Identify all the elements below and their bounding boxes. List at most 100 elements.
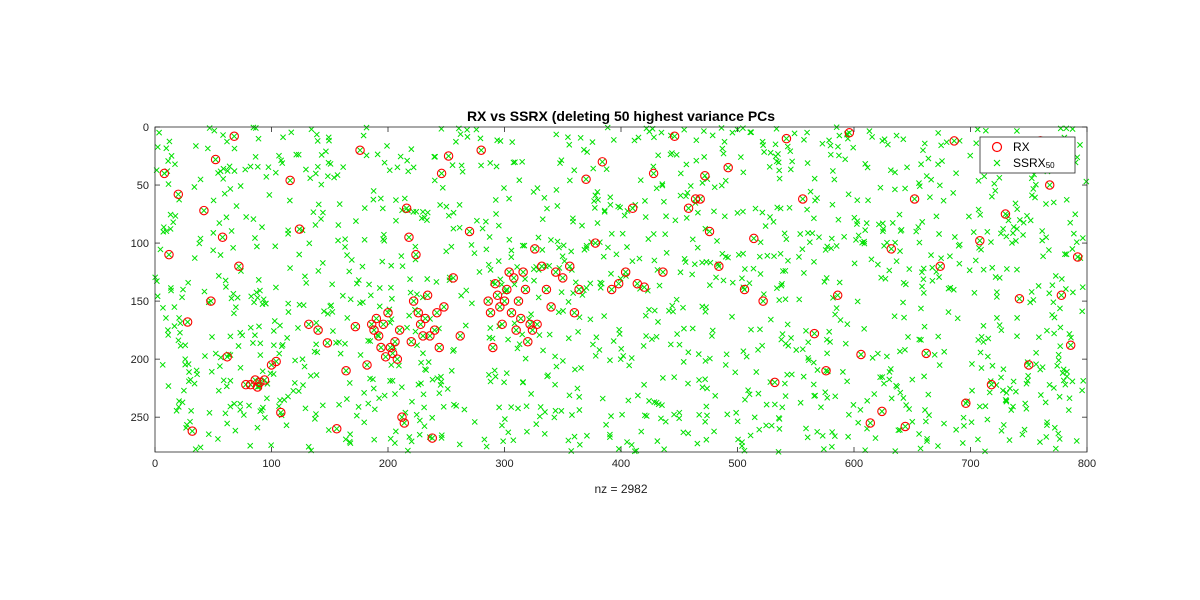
ssrx-point (177, 320, 184, 327)
rx-point (350, 321, 361, 332)
rx-point (513, 296, 524, 306)
ssrx-point (1061, 251, 1068, 258)
ssrx-point (648, 336, 655, 343)
ssrx-point (596, 346, 603, 353)
ssrx-point (804, 129, 811, 136)
ssrx-point (803, 327, 809, 334)
ssrx-point (156, 129, 163, 136)
ssrx-point (319, 209, 326, 216)
ssrx-point (363, 152, 370, 159)
ssrx-point (1003, 389, 1010, 396)
ssrx-point (182, 361, 189, 368)
ssrx-point (510, 274, 517, 281)
ssrx-point (201, 353, 208, 359)
ssrx-point (653, 333, 660, 340)
ssrx-point (1062, 381, 1069, 388)
rx-point (639, 282, 650, 292)
ssrx-point (900, 395, 907, 401)
ssrx-point (421, 214, 428, 221)
ssrx-point (714, 238, 720, 244)
axes-background (155, 127, 1087, 452)
rx-point (935, 261, 945, 272)
rx-point (199, 205, 209, 216)
ssrx-point (980, 322, 987, 329)
ssrx-point (757, 239, 764, 246)
chart-title: RX vs SSRX (deleting 50 highest variance… (467, 108, 775, 124)
ssrx-point (291, 379, 298, 386)
ssrx-point (950, 189, 957, 196)
ssrx-point (376, 285, 383, 291)
rx-point (355, 145, 365, 155)
ssrx-point (702, 418, 709, 425)
ssrx-point (357, 352, 364, 358)
ssrx-point (729, 279, 736, 286)
ssrx-point (237, 406, 244, 413)
ssrx-point (874, 350, 881, 357)
ssrx-point (919, 283, 925, 290)
ssrx-point (537, 404, 544, 410)
ssrx-point (710, 208, 717, 215)
ssrx-point (223, 214, 230, 221)
rx-point (504, 267, 514, 277)
ssrx-point (578, 364, 584, 371)
ssrx-point (800, 270, 807, 276)
ssrx-point (458, 162, 465, 169)
ssrx-point (608, 286, 615, 293)
plot-area (155, 127, 1087, 452)
ssrx-point (991, 180, 998, 187)
ssrx-point (624, 439, 630, 445)
ssrx-point (921, 140, 928, 147)
ssrx-point (431, 327, 438, 334)
rx-point (294, 224, 305, 234)
ssrx-point (280, 134, 286, 141)
ssrx-point (751, 414, 758, 421)
ssrx-point (416, 431, 423, 438)
ssrx-point (1037, 439, 1043, 446)
ssrx-point (1054, 362, 1061, 369)
ssrx-point (806, 239, 813, 246)
ssrx-point (576, 441, 583, 448)
ssrx-point (444, 385, 451, 392)
ssrx-point (420, 391, 427, 398)
ssrx-point (535, 234, 542, 241)
ssrx-point (855, 419, 862, 426)
ssrx-point (757, 270, 764, 277)
ssrx-point (279, 341, 286, 348)
ssrx-point (997, 230, 1004, 237)
ssrx-point (659, 269, 666, 276)
ssrx-point (673, 151, 680, 158)
ssrx-point (859, 239, 866, 246)
ssrx-point (810, 215, 817, 222)
ssrx-point (650, 230, 657, 237)
ssrx-point (589, 139, 596, 146)
ssrx-point (629, 258, 636, 265)
ssrx-point (251, 235, 258, 241)
ssrx-point (977, 211, 984, 218)
ssrx-point (694, 209, 701, 216)
rx-point (250, 375, 260, 385)
ssrx-point (216, 220, 223, 226)
ssrx-point (685, 380, 691, 387)
ssrx-point (656, 282, 663, 289)
ssrx-point (982, 403, 989, 410)
rx-point (429, 325, 440, 335)
rx-point (362, 360, 372, 370)
ssrx-point (227, 403, 234, 410)
ssrx-point (797, 399, 804, 406)
ssrx-point (208, 368, 215, 375)
x-tick-label: 0 (152, 458, 158, 470)
ssrx-point (992, 274, 999, 280)
ssrx-point (976, 237, 983, 244)
ssrx-point (729, 129, 736, 136)
ssrx-point (1058, 275, 1065, 282)
ssrx-point (993, 289, 1000, 296)
ssrx-point (167, 225, 174, 232)
ssrx-point (741, 396, 748, 403)
ssrx-point (315, 267, 322, 274)
ssrx-point (828, 235, 835, 242)
ssrx-point (559, 357, 566, 364)
ssrx-point (695, 351, 702, 358)
ssrx-point (972, 257, 979, 264)
ssrx-point (510, 159, 517, 166)
ssrx-point (293, 151, 300, 158)
